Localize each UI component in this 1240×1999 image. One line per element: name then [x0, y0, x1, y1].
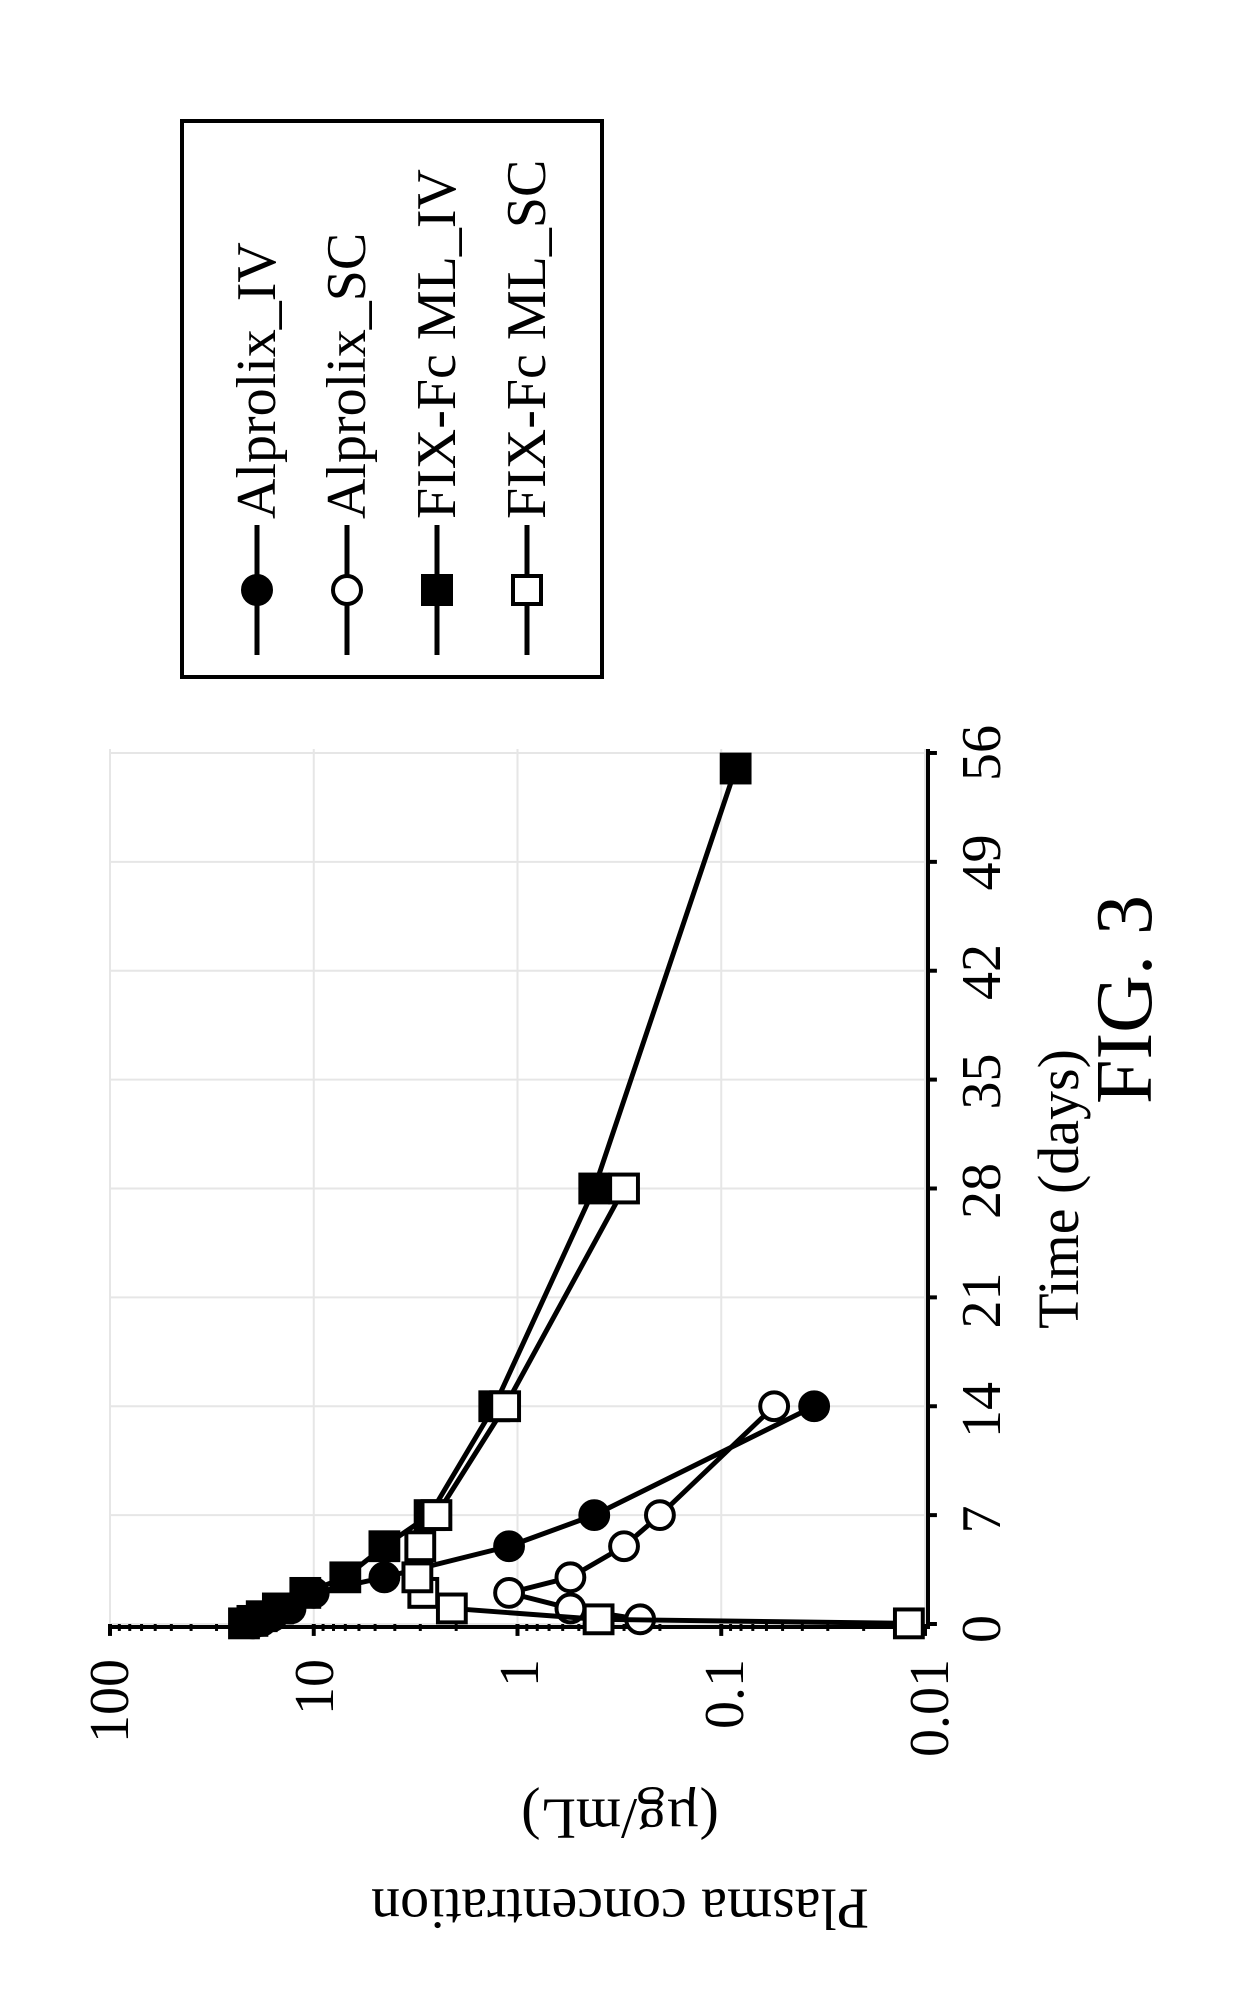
- legend-row-alprolix_iv: Alprolix_IV: [212, 143, 302, 655]
- y-axis-title-outer: Plasma concentration: [80, 1869, 1160, 1949]
- x-tick-label: 56: [950, 725, 1014, 781]
- marker-square: [580, 1175, 608, 1203]
- marker-circle: [495, 1579, 523, 1607]
- marker-circle: [580, 1501, 608, 1529]
- legend-row-alprolix_sc: Alprolix_SC: [302, 143, 392, 655]
- marker-square: [406, 1532, 434, 1560]
- y-tick-labels: 0.01 0.1 1 10 100: [80, 1649, 1160, 1779]
- x-tick-label: 49: [950, 835, 1014, 891]
- legend-label: FIX-Fc ML_IV: [405, 169, 469, 525]
- marker-square: [722, 755, 750, 783]
- x-tick-label: 35: [950, 1054, 1014, 1110]
- marker-circle: [370, 1563, 398, 1591]
- x-tick-label: 0: [950, 1615, 1014, 1643]
- marker-square: [423, 1501, 451, 1529]
- x-tick-label: 21: [950, 1273, 1014, 1329]
- legend-swatch: [317, 525, 377, 655]
- marker-circle: [760, 1392, 788, 1420]
- y-tick-label: 100: [78, 1659, 142, 1743]
- legend-row-fixfc_ml_sc: FIX-Fc ML_SC: [482, 143, 572, 655]
- legend-swatch: [227, 525, 287, 655]
- y-tick-label: 10: [283, 1659, 347, 1715]
- marker-square: [491, 1392, 519, 1420]
- legend-label: FIX-Fc ML_SC: [495, 160, 559, 525]
- marker-circle: [610, 1532, 638, 1560]
- y-tick-label: 1: [488, 1659, 552, 1687]
- y-tick-label: 0.01: [898, 1659, 962, 1757]
- marker-square: [370, 1532, 398, 1560]
- plot-region: [110, 749, 930, 1629]
- marker-square: [331, 1563, 359, 1591]
- marker-circle: [646, 1501, 674, 1529]
- marker-square: [585, 1605, 613, 1633]
- y-axis-title-inner: (µg/mL): [80, 1779, 1160, 1859]
- y-axis-title-inner-text: (µg/mL): [521, 1786, 719, 1853]
- marker-square: [438, 1595, 466, 1623]
- x-tick-label: 42: [950, 944, 1014, 1000]
- marker-square: [403, 1563, 431, 1591]
- legend-label: Alprolix_IV: [225, 242, 289, 525]
- x-tick-label: 7: [950, 1506, 1014, 1534]
- marker-square: [895, 1609, 923, 1637]
- marker-square: [610, 1175, 638, 1203]
- marker-square: [264, 1595, 292, 1623]
- series-alprolix_sc: [495, 1392, 788, 1633]
- y-axis-title-outer-text: Plasma concentration: [371, 1876, 869, 1943]
- pk-chart: Plasma concentration (µg/mL) 0.01 0.1 1 10 1…: [80, 719, 1160, 1959]
- series-line: [244, 769, 736, 1624]
- x-tick-label: 28: [950, 1163, 1014, 1219]
- legend-label: Alprolix_SC: [315, 233, 379, 525]
- x-tick-label: 14: [950, 1382, 1014, 1438]
- legend-row-fixfc_ml_iv: FIX-Fc ML_IV: [392, 143, 482, 655]
- legend-swatch: [407, 525, 467, 655]
- page-canvas: Plasma concentration (µg/mL) 0.01 0.1 1 10 1…: [0, 0, 1240, 1999]
- marker-circle: [495, 1532, 523, 1560]
- marker-circle: [556, 1563, 584, 1591]
- rotated-content: Plasma concentration (µg/mL) 0.01 0.1 1 10 1…: [0, 0, 1240, 1999]
- legend-swatch: [497, 525, 557, 655]
- marker-circle: [800, 1392, 828, 1420]
- figure-caption: FIG. 3: [1080, 0, 1171, 1999]
- marker-square: [291, 1579, 319, 1607]
- series-line: [509, 1406, 774, 1619]
- x-tick-labels: 0714212835424956: [950, 749, 1020, 1629]
- y-tick-label: 0.1: [693, 1659, 757, 1729]
- legend-box: Alprolix_IV Alprolix_SC FIX-Fc ML_IV FIX-Fc…: [180, 119, 604, 679]
- plot-svg: [110, 749, 925, 1624]
